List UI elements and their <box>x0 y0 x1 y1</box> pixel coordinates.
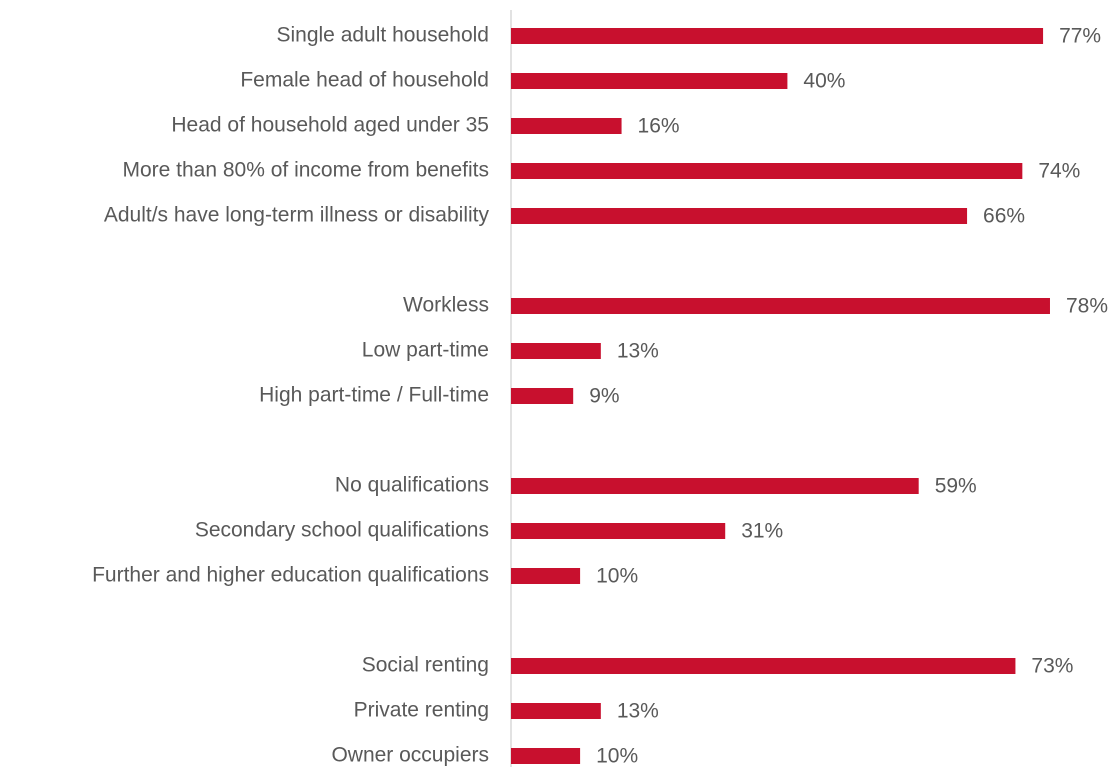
value-label: 31% <box>741 520 783 543</box>
category-label: Secondary school qualifications <box>195 519 489 542</box>
bar <box>511 478 919 494</box>
bar <box>511 658 1016 674</box>
category-label: Single adult household <box>276 24 489 47</box>
bar <box>511 703 601 719</box>
category-label: More than 80% of income from benefits <box>122 159 489 182</box>
value-label: 78% <box>1066 295 1108 318</box>
value-label: 13% <box>617 340 659 363</box>
bar <box>511 208 968 224</box>
category-label: Social renting <box>362 654 489 677</box>
category-label: Owner occupiers <box>331 744 489 767</box>
category-label: Private renting <box>354 699 489 722</box>
value-label: 74% <box>1038 160 1080 183</box>
bar <box>511 343 601 359</box>
bar <box>511 523 726 539</box>
value-label: 16% <box>638 115 680 138</box>
bar <box>511 748 581 764</box>
category-label: Low part-time <box>362 339 489 362</box>
bar <box>511 388 574 404</box>
value-label: 40% <box>803 70 845 93</box>
category-label: Adult/s have long-term illness or disabi… <box>104 204 490 227</box>
value-label: 13% <box>617 700 659 723</box>
bar <box>511 28 1044 44</box>
category-label: Female head of household <box>240 69 489 92</box>
value-label: 9% <box>589 385 619 408</box>
value-label: 10% <box>596 565 638 588</box>
value-label: 77% <box>1059 25 1101 48</box>
value-label: 10% <box>596 745 638 767</box>
value-label: 66% <box>983 205 1025 228</box>
category-label: Workless <box>403 294 489 317</box>
bar <box>511 118 622 134</box>
category-label: Further and higher education qualificati… <box>92 564 489 587</box>
bar <box>511 298 1050 314</box>
category-label: No qualifications <box>335 474 489 497</box>
bar <box>511 163 1023 179</box>
value-label: 73% <box>1031 655 1073 678</box>
bar <box>511 568 581 584</box>
category-label: Head of household aged under 35 <box>171 114 489 137</box>
value-label: 59% <box>935 475 977 498</box>
category-label: High part-time / Full-time <box>259 384 489 407</box>
bar <box>511 73 788 89</box>
